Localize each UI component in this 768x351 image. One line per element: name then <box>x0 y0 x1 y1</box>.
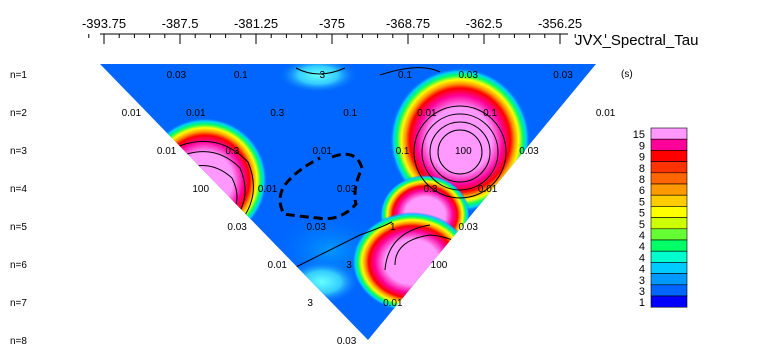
colorbar-segment <box>650 273 688 286</box>
contour-label: 1 <box>390 222 396 233</box>
row-label: n=4 <box>10 184 27 195</box>
contour-label: 0.01 <box>258 184 278 195</box>
contour-label: 0.01 <box>478 184 498 195</box>
colorbar-segment <box>650 239 688 252</box>
contour-label: 0.03 <box>227 222 247 233</box>
contour-label: 0.01 <box>313 146 333 157</box>
colorbar-segment <box>650 295 688 308</box>
contour-label: 0.03 <box>337 336 357 347</box>
cyan-zone-top <box>278 64 358 93</box>
hot-zone-left <box>143 118 267 242</box>
contour-label: 0.03 <box>458 70 478 81</box>
colorbar-label: 9 <box>639 152 645 164</box>
x-tick-label: -393.75 <box>82 16 126 31</box>
colorbar-label: 9 <box>639 140 645 152</box>
contour-label: 0.03 <box>306 222 326 233</box>
colorbar-segment <box>650 284 688 297</box>
contour-label: 0.1 <box>398 70 412 81</box>
contour-label: 0.03 <box>167 70 187 81</box>
contour-label: 0.03 <box>519 146 539 157</box>
colorbar-label: 3 <box>639 286 645 298</box>
contour-label: 0.03 <box>458 222 478 233</box>
contour-label: 0.01 <box>122 108 142 119</box>
colorbar-segment <box>650 161 688 174</box>
contour-label: 3 <box>307 298 313 309</box>
colorbar-segment <box>650 183 688 196</box>
row-label: n=2 <box>10 108 27 119</box>
contour-label: 0.1 <box>343 108 357 119</box>
x-tick-label: -381.25 <box>234 16 278 31</box>
contour-label: 0.01 <box>186 108 206 119</box>
colorbar-label: 3 <box>639 275 645 287</box>
colorbar-label: 8 <box>639 163 645 175</box>
contour-label: 0.01 <box>157 146 177 157</box>
row-label: n=1 <box>10 70 27 81</box>
contour-label: 0.01 <box>383 298 403 309</box>
contour-label: 0.1 <box>396 146 410 157</box>
contour-labels: 0.03 0.1 3 0.1 0.03 0.03 0.01 0.01 0.3 0.1 0.01 0.1… <box>122 70 616 347</box>
colorbar-label: 5 <box>639 219 645 231</box>
row-label: n=7 <box>10 298 27 309</box>
dashed-contour <box>278 152 364 221</box>
colorbar-label: 8 <box>639 174 645 186</box>
colorbar-label: 15 <box>633 129 645 141</box>
contour-label: 0.1 <box>483 108 497 119</box>
x-tick-label: -368.75 <box>386 16 430 31</box>
contour-label: 0.03 <box>553 70 573 81</box>
x-tick-label: -375 <box>319 16 345 31</box>
hot-zone-bottom <box>352 212 472 312</box>
contour-label: 0.01 <box>268 260 288 271</box>
unit-label: (s) <box>621 69 633 80</box>
row-label: n=6 <box>10 260 27 271</box>
row-label: n=8 <box>10 336 27 347</box>
colorbar <box>650 127 688 308</box>
colorbar-label: 6 <box>639 185 645 197</box>
colorbar-segment <box>650 228 688 241</box>
field-background <box>100 64 596 340</box>
colorbar-label: 1 <box>639 297 645 309</box>
contour-label: 0.01 <box>596 108 616 119</box>
colorbar-segment <box>650 250 688 263</box>
row-labels: n=1 n=2 n=3 n=4 n=5 n=6 n=7 n=8 <box>10 70 27 347</box>
contour-label: 3 <box>346 260 352 271</box>
contour-label: 100 <box>431 260 448 271</box>
colorbar-label: 5 <box>639 208 645 220</box>
contour-label: 0.3 <box>225 146 239 157</box>
colorbar-segment <box>650 206 688 218</box>
x-tick-label: -362.5 <box>466 16 503 31</box>
x-tick-label: -387.5 <box>162 16 199 31</box>
colorbar-segment <box>650 172 688 185</box>
contour-label: 100 <box>455 146 472 157</box>
x-tick-label: -356.25 <box>538 16 582 31</box>
chart-title: JVX_Spectral_Tau <box>575 32 698 49</box>
colorbar-segment <box>650 262 688 274</box>
row-label: n=3 <box>10 146 27 157</box>
contour-label: 0.1 <box>234 70 248 81</box>
colorbar-segment <box>650 194 688 207</box>
pseudosection-field <box>100 64 596 340</box>
contour-label: 100 <box>192 184 209 195</box>
contour-label: 0.01 <box>417 108 437 119</box>
row-label: n=5 <box>10 222 27 233</box>
colorbar-label: 4 <box>639 230 645 242</box>
contour-label: 0.03 <box>337 184 357 195</box>
x-tick-labels: -393.75 -387.5 -381.25 -375 -368.75 -362.5 -35… <box>82 16 582 31</box>
contour-label: 3 <box>319 70 325 81</box>
colorbar-label: 4 <box>639 264 645 276</box>
colorbar-label: 5 <box>639 196 645 208</box>
colorbar-segment <box>650 217 688 230</box>
colorbar-segment <box>650 127 688 140</box>
contour-label: 0.3 <box>270 108 284 119</box>
x-ticks <box>88 34 607 44</box>
colorbar-segment <box>650 138 688 151</box>
contour-label: 0.3 <box>424 184 438 195</box>
colorbar-label: 4 <box>639 241 645 253</box>
colorbar-segment <box>650 150 688 162</box>
colorbar-label: 4 <box>639 252 645 264</box>
